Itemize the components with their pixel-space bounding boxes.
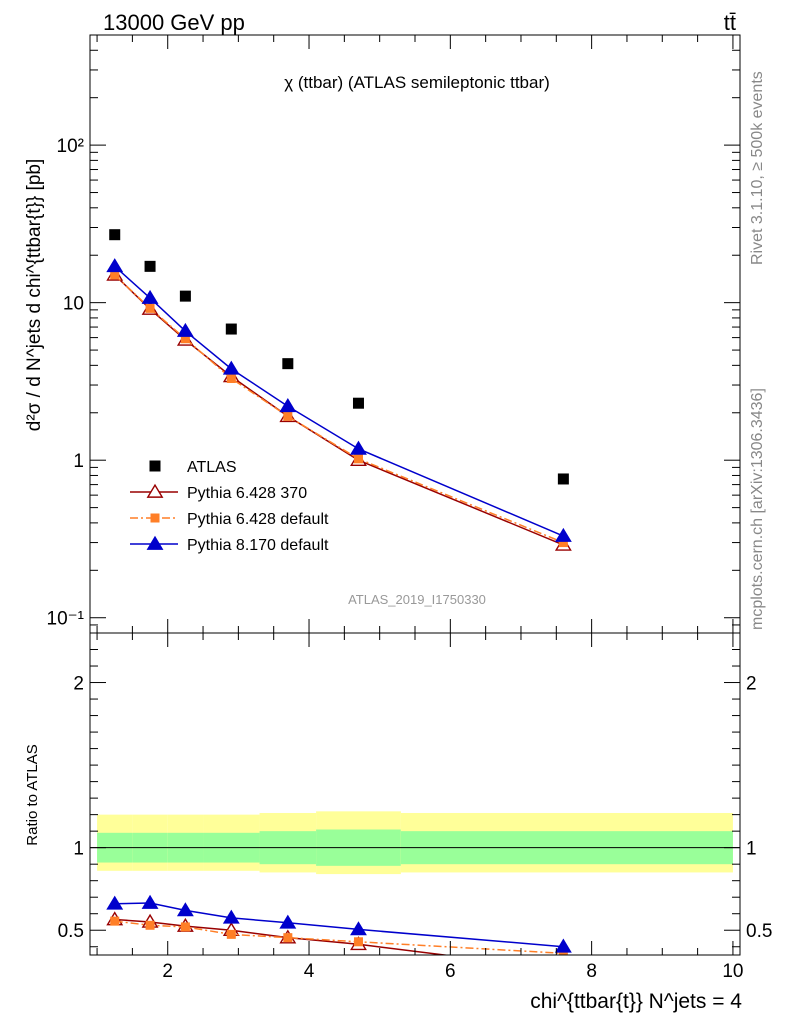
- xtick-label: 8: [586, 961, 597, 982]
- ratio-xlabel: chi^{ttbar{t}} N^jets = 4: [530, 990, 742, 1013]
- ratio-point: [222, 909, 240, 924]
- series-pythia-6-428-370: [106, 266, 572, 551]
- ratio-bands: [97, 811, 733, 875]
- legend-marker: [146, 483, 164, 498]
- data-point: [279, 398, 297, 413]
- series-line: [114, 265, 564, 537]
- ratio-point: [106, 895, 124, 910]
- ratio-point: [180, 922, 190, 932]
- data-point: [283, 411, 293, 421]
- ratio-point: [353, 937, 363, 947]
- series-atlas: [109, 229, 569, 485]
- ytick-label: 10: [63, 294, 84, 315]
- ytick-label: 1: [73, 451, 84, 472]
- ratio-point: [141, 894, 159, 909]
- data-point: [350, 440, 367, 455]
- legend: ATLAS Pythia 6.428 370 Pythia 6.428 defaul…: [130, 459, 329, 554]
- xtick-label: 6: [445, 961, 456, 982]
- series-pythia-8-170-default: [106, 258, 572, 542]
- data-point: [557, 473, 569, 485]
- main-ylabel: d²σ / d N^jets d chi^{ttbar{t}} [pb]: [24, 159, 45, 432]
- data-point: [282, 358, 294, 370]
- ytick-label-right: 0.5: [746, 921, 772, 942]
- data-point: [144, 260, 156, 272]
- legend-label: Pythia 8.170 default: [187, 537, 329, 554]
- ratio-ylabel: Ratio to ATLAS: [24, 744, 41, 845]
- series-line: [114, 274, 564, 546]
- data-point: [179, 290, 191, 302]
- ytick-label: 1: [73, 839, 84, 860]
- data-point: [145, 303, 155, 313]
- main-panel: χ (ttbar) (ATLAS semileptonic ttbar) ATL…: [24, 34, 741, 634]
- ratio-point: [554, 938, 572, 953]
- xtick-label: 2: [162, 961, 173, 982]
- ratio-point: [145, 920, 155, 930]
- header-left: 13000 GeV pp: [103, 10, 245, 35]
- series-pythia-6-428-default: [110, 270, 568, 548]
- ratio-point: [350, 921, 367, 936]
- ratio-point: [279, 914, 297, 929]
- ratio-panel: 2 4 6 8 100.5 0.51 12 2 Ratio to ATLAS chi^{ttb…: [24, 632, 772, 1013]
- watermark: ATLAS_2019_I1750330: [348, 592, 486, 607]
- main-axis-ticks: [90, 34, 740, 634]
- ratio-point: [226, 929, 236, 939]
- legend-marker: [150, 513, 160, 523]
- ytick-label-right: 1: [746, 839, 757, 860]
- ytick-label: 10⁻¹: [47, 609, 85, 630]
- rivet-label: Rivet 3.1.10, ≥ 500k events: [749, 71, 766, 265]
- ytick-label-right: 2: [746, 674, 757, 695]
- ytick-label: 10²: [57, 136, 84, 157]
- series-line: [114, 274, 564, 544]
- ratio-axis-ticks: 2 4 6 8 100.5 0.51 12 2: [58, 633, 772, 982]
- main-ytick-labels: 10⁻¹ 1 10 10²: [47, 136, 85, 630]
- data-point: [110, 270, 120, 280]
- data-point: [554, 527, 572, 542]
- main-series: [106, 229, 572, 551]
- legend-label: ATLAS: [187, 459, 237, 476]
- data-point: [176, 322, 194, 337]
- data-point: [141, 289, 159, 304]
- xtick-label: 4: [304, 961, 315, 982]
- legend-label: Pythia 6.428 default: [187, 511, 329, 528]
- xtick-label: 10: [722, 961, 743, 982]
- ratio-point: [176, 902, 194, 917]
- data-point: [226, 374, 236, 384]
- ratio-series: [106, 894, 572, 955]
- data-point: [225, 323, 237, 335]
- ratio-pythia-8-170-default: [106, 894, 572, 953]
- data-point: [558, 538, 568, 548]
- data-point: [109, 229, 121, 241]
- data-point: [353, 454, 363, 464]
- mcplots-label: mcplots.cern.ch [arXiv:1306.3436]: [749, 388, 766, 630]
- legend-marker: [149, 460, 161, 472]
- data-point: [352, 397, 364, 409]
- ytick-label: 2: [73, 674, 84, 695]
- ratio-frame: [89, 632, 741, 956]
- data-point: [106, 258, 124, 273]
- legend-marker: [146, 535, 164, 550]
- header-right: tt̄: [724, 10, 736, 35]
- data-point: [180, 334, 190, 344]
- main-title: χ (ttbar) (ATLAS semileptonic ttbar): [284, 73, 550, 92]
- legend-label: Pythia 6.428 370: [187, 485, 307, 502]
- ytick-label: 0.5: [58, 921, 84, 942]
- ratio-point: [283, 933, 293, 943]
- ratio-pythia-6-428-default: [110, 916, 568, 955]
- ratio-point: [110, 916, 120, 926]
- data-point: [222, 360, 240, 375]
